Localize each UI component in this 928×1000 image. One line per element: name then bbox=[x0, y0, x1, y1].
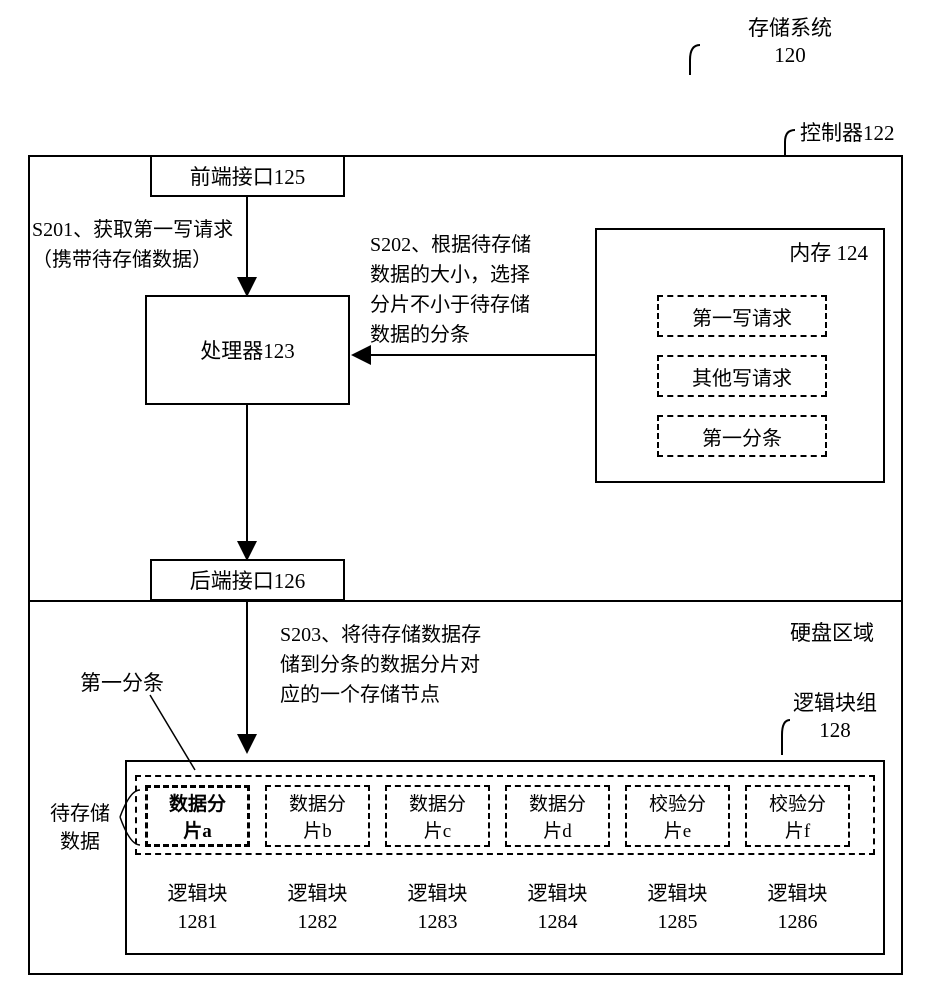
s203-text: S203、将待存储数据存 储到分条的数据分片对 应的一个存储节点 bbox=[280, 620, 520, 710]
controller-num: 122 bbox=[863, 121, 895, 145]
slice-a-l1: 数据分 bbox=[169, 789, 226, 816]
s203-l2: 储到分条的数据分片对 bbox=[280, 654, 480, 676]
slice-a-l2: 片a bbox=[183, 816, 212, 843]
s201-l1: S201、获取第一写请求 bbox=[32, 219, 233, 241]
memory-item-2-label: 第一分条 bbox=[702, 422, 782, 451]
s201-text: S201、获取第一写请求 （携带待存储数据） bbox=[32, 215, 262, 275]
block-3-l2: 1283 bbox=[418, 911, 458, 933]
first-stripe-label: 第一分条 bbox=[80, 670, 164, 697]
memory-item-1-label: 其他写请求 bbox=[692, 362, 792, 391]
block-5-l2: 1285 bbox=[658, 911, 698, 933]
s202-l4: 数据的分条 bbox=[370, 324, 470, 346]
logic-group-title: 逻辑块组 bbox=[793, 691, 877, 715]
slice-b: 数据分 片b bbox=[265, 785, 370, 847]
front-interface-label: 前端接口125 bbox=[190, 161, 306, 191]
storage-system-title: 存储系统 120 bbox=[720, 15, 860, 70]
processor: 处理器123 bbox=[145, 295, 350, 405]
slice-c: 数据分 片c bbox=[385, 785, 490, 847]
logic-group-num: 128 bbox=[819, 718, 851, 742]
slice-b-l2: 片b bbox=[303, 816, 332, 843]
storage-system-num: 120 bbox=[774, 43, 806, 67]
disk-area-label: 硬盘区域 bbox=[790, 620, 874, 647]
memory-box: 内存 124 第一写请求 其他写请求 第一分条 bbox=[595, 228, 885, 483]
block-3-l1: 逻辑块 bbox=[408, 883, 468, 905]
s202-text: S202、根据待存储 数据的大小，选择 分片不小于待存储 数据的分条 bbox=[370, 230, 580, 350]
s201-l2: （携带待存储数据） bbox=[32, 249, 212, 271]
slice-d-l1: 数据分 bbox=[529, 789, 586, 816]
slice-c-l1: 数据分 bbox=[409, 789, 466, 816]
s203-l3: 应的一个存储节点 bbox=[280, 684, 440, 706]
block-6-l1: 逻辑块 bbox=[768, 883, 828, 905]
block-6-l2: 1286 bbox=[778, 911, 818, 933]
block-3: 逻辑块 1283 bbox=[385, 880, 490, 936]
s202-l3: 分片不小于待存储 bbox=[370, 294, 530, 316]
storage-system-text: 存储系统 bbox=[748, 16, 832, 40]
s202-l1: S202、根据待存储 bbox=[370, 234, 531, 256]
block-4-l1: 逻辑块 bbox=[528, 883, 588, 905]
slice-d: 数据分 片d bbox=[505, 785, 610, 847]
slice-c-l2: 片c bbox=[424, 816, 451, 843]
pending-l1: 待存储 bbox=[50, 803, 110, 825]
block-2-l1: 逻辑块 bbox=[288, 883, 348, 905]
block-4: 逻辑块 1284 bbox=[505, 880, 610, 936]
slice-e: 校验分 片e bbox=[625, 785, 730, 847]
pending-l2: 数据 bbox=[60, 831, 100, 853]
back-interface: 后端接口126 bbox=[150, 559, 345, 601]
block-1-l2: 1281 bbox=[178, 911, 218, 933]
controller-text: 控制器 bbox=[800, 121, 863, 145]
memory-item-0: 第一写请求 bbox=[657, 295, 827, 337]
block-4-l2: 1284 bbox=[538, 911, 578, 933]
logic-group-label: 逻辑块组 128 bbox=[790, 690, 880, 745]
block-2: 逻辑块 1282 bbox=[265, 880, 370, 936]
pending-data-label: 待存储 数据 bbox=[40, 800, 120, 856]
block-2-l2: 1282 bbox=[298, 911, 338, 933]
controller-label: 控制器122 bbox=[800, 120, 895, 147]
block-1-l1: 逻辑块 bbox=[168, 883, 228, 905]
slice-b-l1: 数据分 bbox=[289, 789, 346, 816]
block-6: 逻辑块 1286 bbox=[745, 880, 850, 936]
s203-l1: S203、将待存储数据存 bbox=[280, 624, 481, 646]
back-interface-label: 后端接口126 bbox=[190, 565, 306, 595]
slice-f-l1: 校验分 bbox=[769, 789, 826, 816]
block-5: 逻辑块 1285 bbox=[625, 880, 730, 936]
slice-e-l1: 校验分 bbox=[649, 789, 706, 816]
slice-f-l2: 片f bbox=[785, 816, 810, 843]
memory-item-1: 其他写请求 bbox=[657, 355, 827, 397]
slice-f: 校验分 片f bbox=[745, 785, 850, 847]
s202-l2: 数据的大小，选择 bbox=[370, 264, 530, 286]
block-1: 逻辑块 1281 bbox=[145, 880, 250, 936]
front-interface: 前端接口125 bbox=[150, 155, 345, 197]
slice-a: 数据分 片a bbox=[145, 785, 250, 847]
processor-label: 处理器123 bbox=[200, 335, 295, 365]
memory-item-2: 第一分条 bbox=[657, 415, 827, 457]
memory-title: 内存 124 bbox=[789, 240, 868, 267]
memory-item-0-label: 第一写请求 bbox=[692, 302, 792, 331]
slice-d-l2: 片d bbox=[543, 816, 572, 843]
slice-e-l2: 片e bbox=[664, 816, 691, 843]
block-5-l1: 逻辑块 bbox=[648, 883, 708, 905]
